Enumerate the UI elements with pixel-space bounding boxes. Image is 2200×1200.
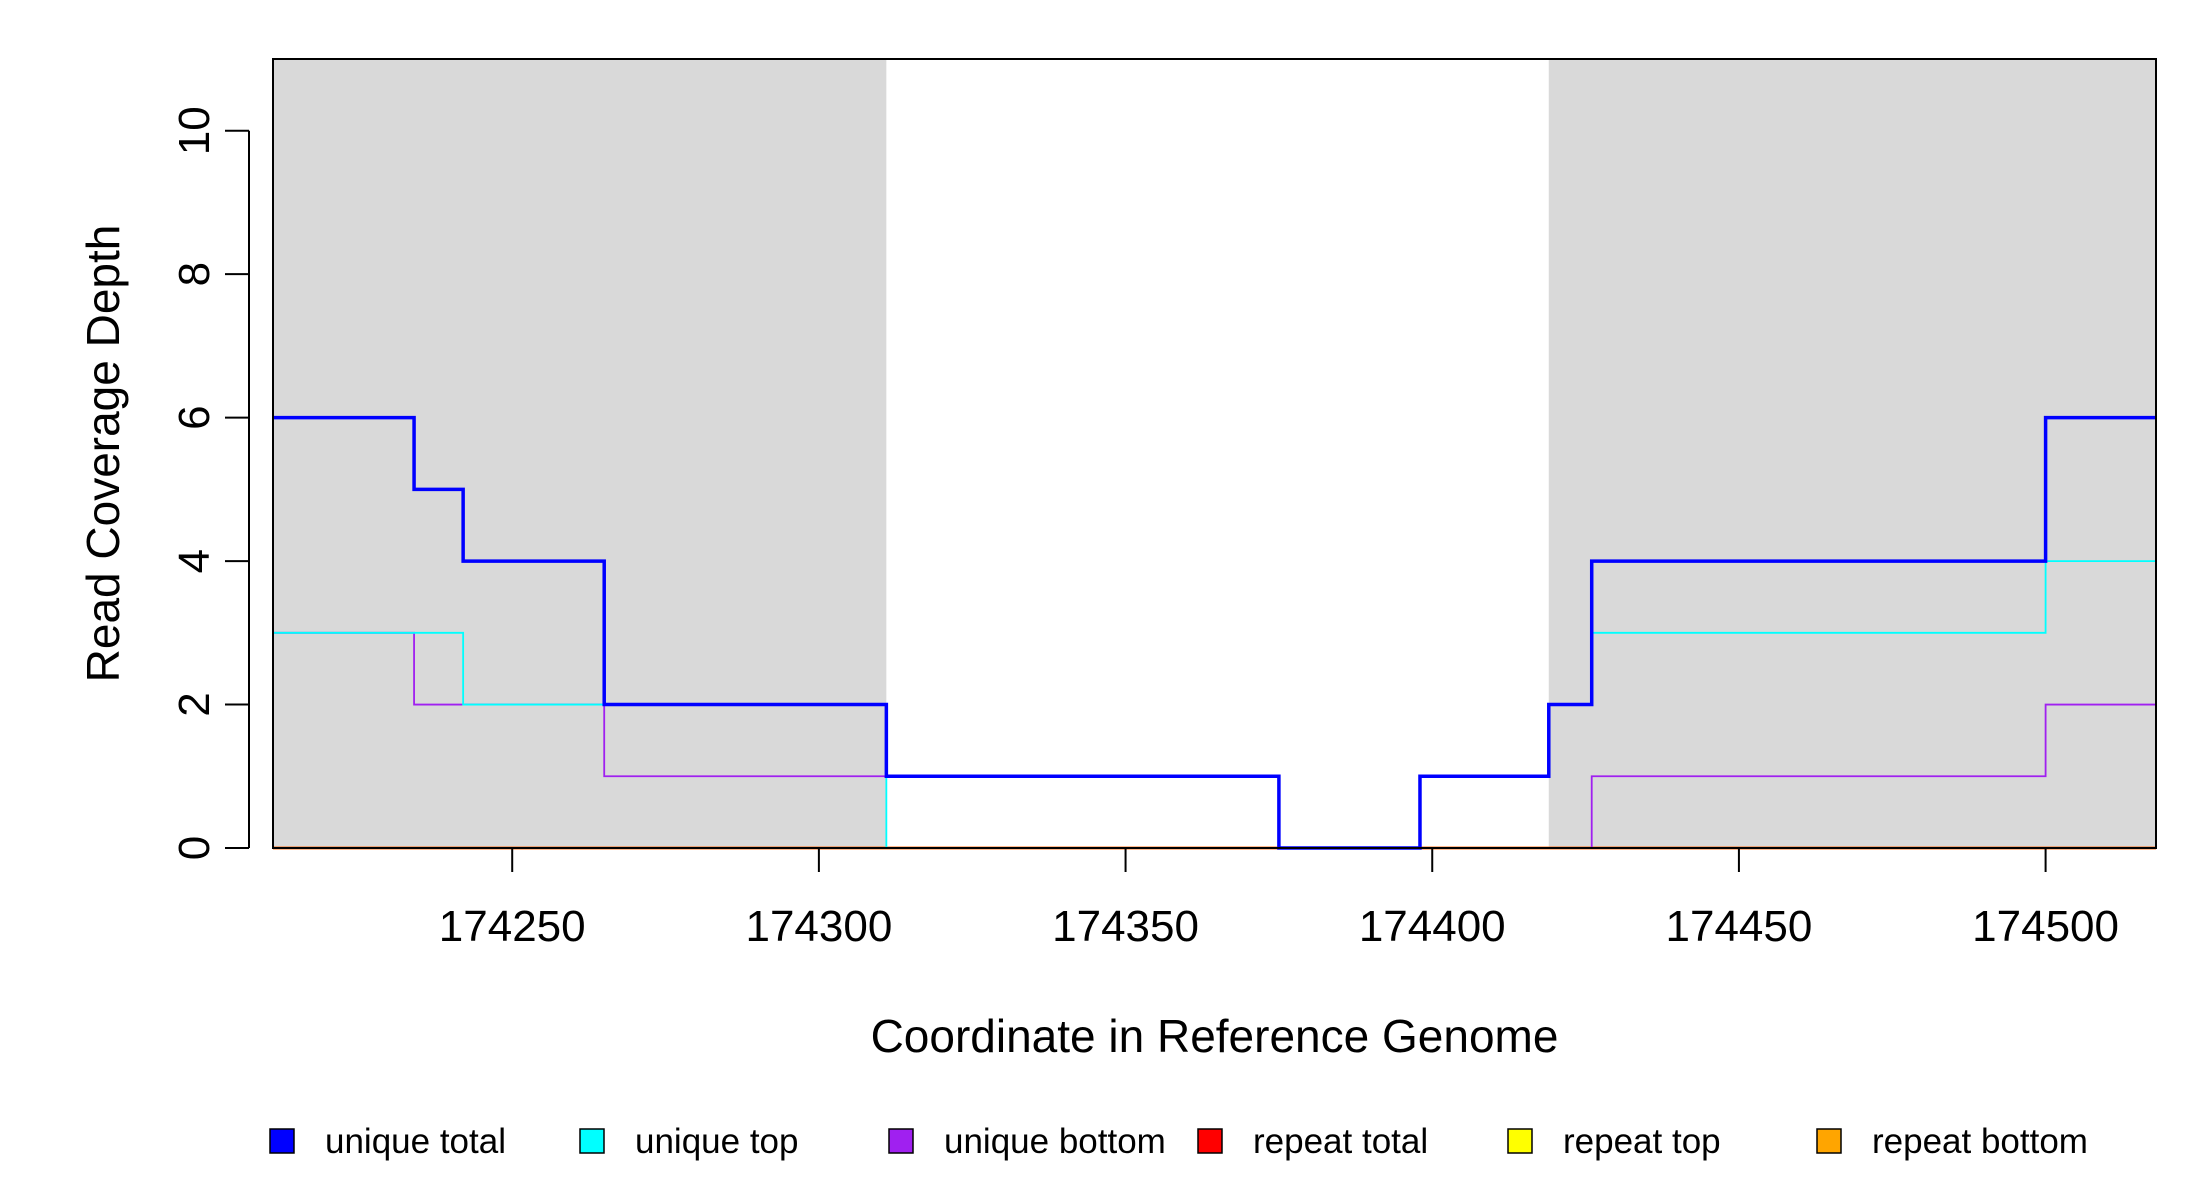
x-tick-label: 174250 bbox=[439, 902, 586, 951]
y-tick-label: 2 bbox=[170, 692, 219, 716]
y-tick-label: 0 bbox=[170, 836, 219, 860]
legend-label-unique-bottom: unique bottom bbox=[944, 1122, 1166, 1161]
series-line-unique-total bbox=[273, 415, 2156, 850]
x-tick-label: 174350 bbox=[1052, 902, 1199, 951]
legend-swatch-unique-total bbox=[269, 1128, 295, 1154]
shaded-region-0 bbox=[273, 59, 887, 848]
x-axis-title: Coordinate in Reference Genome bbox=[871, 1010, 1559, 1062]
y-tick-label: 10 bbox=[170, 106, 219, 155]
legend-label-unique-top: unique top bbox=[635, 1122, 798, 1161]
legend-swatch-unique-bottom bbox=[888, 1128, 914, 1154]
x-tick-label: 174400 bbox=[1359, 902, 1506, 951]
plot-frame bbox=[272, 58, 2157, 849]
x-tick-label: 174450 bbox=[1666, 902, 1813, 951]
x-tick-label: 174300 bbox=[745, 902, 892, 951]
y-tick-label: 4 bbox=[170, 549, 219, 573]
legend-swatch-unique-top bbox=[579, 1128, 605, 1154]
x-tick-label: 174500 bbox=[1972, 902, 2119, 951]
y-axis: 0 2 4 6 8 10 bbox=[170, 106, 250, 860]
legend-label-repeat-total: repeat total bbox=[1253, 1122, 1428, 1161]
y-tick-label: 8 bbox=[170, 262, 219, 286]
legend-swatch-repeat-total bbox=[1197, 1128, 1223, 1154]
legend: unique total unique top unique bottom repea… bbox=[269, 1122, 2088, 1161]
legend-swatch-repeat-top bbox=[1507, 1128, 1533, 1154]
legend-label-repeat-bottom: repeat bottom bbox=[1872, 1122, 2088, 1161]
legend-label-unique-total: unique total bbox=[325, 1122, 506, 1161]
shaded-regions bbox=[273, 59, 2156, 848]
shaded-region-1 bbox=[1548, 59, 2156, 848]
y-axis-title: Read Coverage Depth bbox=[77, 225, 129, 683]
legend-label-repeat-top: repeat top bbox=[1563, 1122, 1721, 1161]
legend-swatch-repeat-bottom bbox=[1816, 1128, 1842, 1154]
y-tick-label: 6 bbox=[170, 405, 219, 429]
x-axis: 174250 174300 174350 174400 174450 174500 bbox=[439, 848, 2119, 951]
